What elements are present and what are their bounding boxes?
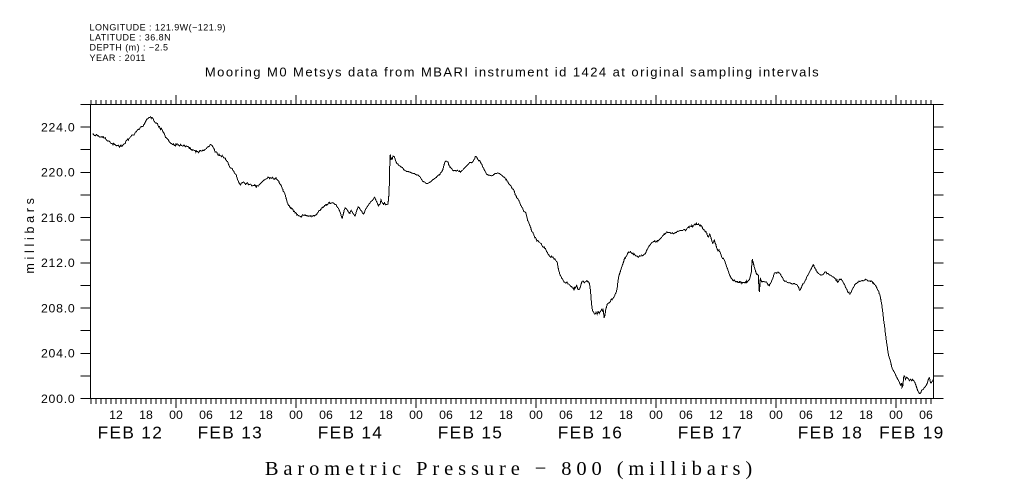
svg-text:LONGITUDE : 121.9W(−121.9): LONGITUDE : 121.9W(−121.9) [90,22,227,32]
svg-text:204.0: 204.0 [41,347,76,361]
svg-text:12: 12 [229,408,243,422]
svg-text:220.0: 220.0 [41,166,76,180]
svg-text:FEB 16: FEB 16 [558,423,623,443]
svg-text:00: 00 [169,408,183,422]
svg-text:12: 12 [589,408,603,422]
svg-text:12: 12 [349,408,363,422]
svg-text:00: 00 [409,408,423,422]
svg-text:00: 00 [889,408,903,422]
svg-text:18: 18 [859,408,873,422]
svg-text:FEB 13: FEB 13 [198,423,263,443]
svg-text:200.0: 200.0 [41,392,76,406]
svg-text:06: 06 [799,408,813,422]
svg-text:millibars: millibars [23,194,37,273]
svg-text:00: 00 [529,408,543,422]
svg-text:18: 18 [739,408,753,422]
svg-text:18: 18 [499,408,513,422]
svg-text:FEB 15: FEB 15 [438,423,503,443]
svg-text:DEPTH (m) : −2.5: DEPTH (m) : −2.5 [90,43,169,53]
svg-text:FEB 18: FEB 18 [798,423,863,443]
svg-text:FEB 12: FEB 12 [98,423,163,443]
svg-text:00: 00 [289,408,303,422]
svg-text:06: 06 [199,408,213,422]
svg-text:12: 12 [709,408,723,422]
svg-text:06: 06 [559,408,573,422]
svg-text:208.0: 208.0 [41,301,76,315]
svg-text:216.0: 216.0 [41,211,76,225]
svg-text:18: 18 [139,408,153,422]
svg-text:06: 06 [679,408,693,422]
svg-text:06: 06 [919,408,933,422]
svg-text:18: 18 [259,408,273,422]
svg-text:06: 06 [319,408,333,422]
svg-text:212.0: 212.0 [41,256,76,270]
svg-text:06: 06 [439,408,453,422]
svg-text:FEB 19: FEB 19 [879,423,944,443]
svg-text:12: 12 [829,408,843,422]
svg-text:Mooring M0 Metsys data from MB: Mooring M0 Metsys data from MBARI instru… [205,65,820,80]
svg-text:FEB 14: FEB 14 [318,423,383,443]
svg-text:18: 18 [619,408,633,422]
svg-text:Barometric Pressure − 800 (mil: Barometric Pressure − 800 (millibars) [265,458,757,480]
svg-text:00: 00 [649,408,663,422]
svg-text:12: 12 [469,408,483,422]
svg-text:YEAR : 2011: YEAR : 2011 [90,53,146,63]
svg-text:LATITUDE : 36.8N: LATITUDE : 36.8N [90,33,172,43]
svg-text:FEB 17: FEB 17 [678,423,743,443]
svg-text:18: 18 [379,408,393,422]
svg-text:00: 00 [769,408,783,422]
svg-text:224.0: 224.0 [41,120,76,134]
svg-text:12: 12 [109,408,123,422]
